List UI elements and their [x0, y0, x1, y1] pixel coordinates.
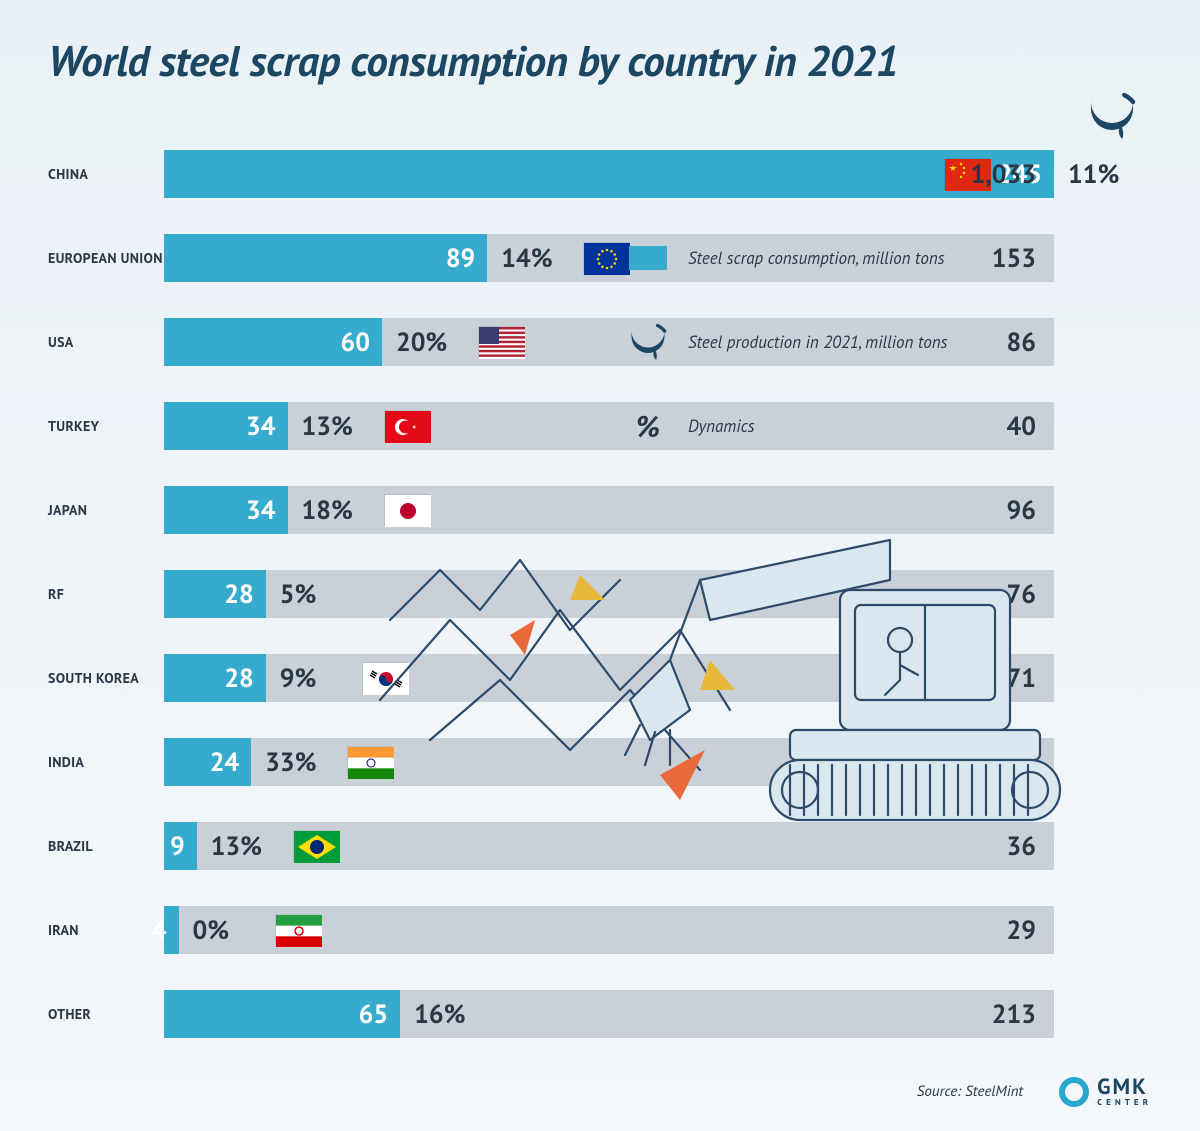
bar-row: CHINA24511%1,033: [48, 150, 1152, 198]
country-label: INDIA: [48, 738, 164, 786]
legend-row-dynamics: % Dynamics: [620, 402, 947, 450]
bar-row: IRAN40%29: [48, 906, 1152, 954]
bar-consumption: 9: [164, 822, 197, 870]
country-label: JAPAN: [48, 486, 164, 534]
consumption-value: 34: [246, 410, 275, 443]
production-value: 96: [954, 486, 1054, 534]
bar-chart: CHINA24511%1,033EUROPEAN UNION8914%153US…: [48, 150, 1152, 1074]
bar-row: TURKEY 34 13% 40: [48, 402, 1152, 450]
dynamics-value: 33%: [251, 738, 330, 786]
production-value: 40: [954, 402, 1054, 450]
country-label: BRAZIL: [48, 822, 164, 870]
dynamics-value: 16%: [400, 990, 479, 1038]
legend-swatch-icon: [620, 246, 676, 270]
bar-consumption: 89: [164, 234, 487, 282]
bar-consumption: 28: [164, 570, 266, 618]
dynamics-value: 14%: [487, 234, 566, 282]
legend-row-consumption: Steel scrap consumption, million tons: [620, 234, 947, 282]
gmk-logo: GMK CENTER: [1059, 1076, 1152, 1107]
bar-consumption: 34: [164, 402, 288, 450]
bar-consumption: 60: [164, 318, 382, 366]
flag-icon: [362, 662, 408, 694]
country-label: OTHER: [48, 990, 164, 1038]
consumption-value: 28: [224, 662, 253, 695]
bar-track: 9 13% 36: [164, 822, 1054, 870]
bar-consumption: 65: [164, 990, 400, 1038]
bar-track: 65 16% 213: [164, 990, 1054, 1038]
production-value: 86: [954, 318, 1054, 366]
production-value: 118: [954, 738, 1054, 786]
chart-title: World steel scrap consumption by country…: [0, 0, 1200, 98]
country-label: USA: [48, 318, 164, 366]
country-label: SOUTH KOREA: [48, 654, 164, 702]
bar-row: BRAZIL9 13% 36: [48, 822, 1152, 870]
production-value: 36: [954, 822, 1054, 870]
bar-row: EUROPEAN UNION 89 14% 153: [48, 234, 1152, 282]
bar-track: 28 5% 76: [164, 570, 1054, 618]
ladle-icon: [620, 320, 676, 364]
dynamics-value: 13%: [288, 402, 367, 450]
legend: Steel scrap consumption, million tons St…: [620, 234, 947, 486]
country-label: EUROPEAN UNION: [48, 234, 164, 282]
legend-text: Dynamics: [688, 415, 755, 437]
bar-consumption: 245: [164, 150, 1054, 198]
consumption-value: 28: [224, 578, 253, 611]
dynamics-value: 0%: [179, 906, 244, 954]
bar-row: INDIA 24 33% 118: [48, 738, 1152, 786]
country-label: IRAN: [48, 906, 164, 954]
dynamics-value: 5%: [266, 570, 331, 618]
bar-track: 24 33% 118: [164, 738, 1054, 786]
country-label: RF: [48, 570, 164, 618]
legend-text: Steel production in 2021, million tons: [688, 331, 947, 353]
bar-consumption: 34: [164, 486, 288, 534]
ladle-icon: [1084, 88, 1140, 144]
dynamics-value: 18%: [288, 486, 367, 534]
bar-track: 40% 29: [164, 906, 1054, 954]
consumption-value: 24: [210, 746, 239, 779]
flag-icon: [275, 914, 321, 946]
consumption-value: 4: [152, 914, 167, 947]
flag-icon: [347, 746, 393, 778]
production-value: 213: [954, 990, 1054, 1038]
production-value: 71: [954, 654, 1054, 702]
source-text: Source: SteelMint: [917, 1082, 1023, 1101]
dynamics-value: 11%: [1054, 150, 1133, 198]
country-label: CHINA: [48, 150, 164, 198]
country-label: TURKEY: [48, 402, 164, 450]
flag-icon: [293, 830, 339, 862]
production-value: 29: [954, 906, 1054, 954]
consumption-value: 34: [246, 494, 275, 527]
bar-consumption: 24: [164, 738, 251, 786]
bar-consumption: 28: [164, 654, 266, 702]
bar-row: USA 60 20% 86: [48, 318, 1152, 366]
bar-consumption: 4: [164, 906, 179, 954]
logo-text: GMK CENTER: [1097, 1076, 1152, 1107]
consumption-value: 60: [340, 326, 369, 359]
bar-track: 24511%1,033: [164, 150, 1054, 198]
logo-ring-icon: [1059, 1077, 1089, 1107]
consumption-value: 65: [359, 998, 388, 1031]
dynamics-value: 13%: [197, 822, 276, 870]
percent-icon: %: [620, 407, 676, 446]
bar-track: 28 9% 71: [164, 654, 1054, 702]
legend-text: Steel scrap consumption, million tons: [688, 247, 944, 269]
dynamics-value: 9%: [266, 654, 331, 702]
production-value: 76: [954, 570, 1054, 618]
production-value: 1,033: [954, 150, 1054, 198]
legend-row-production: Steel production in 2021, million tons: [620, 318, 947, 366]
bar-row: JAPAN 34 18% 96: [48, 486, 1152, 534]
consumption-value: 9: [170, 830, 185, 863]
bar-row: OTHER 65 16% 213: [48, 990, 1152, 1038]
bar-row: RF 28 5% 76: [48, 570, 1152, 618]
bar-track: 34 18% 96: [164, 486, 1054, 534]
flag-icon: [478, 326, 524, 358]
consumption-value: 89: [446, 242, 475, 275]
production-value: 153: [954, 234, 1054, 282]
flag-icon: [384, 410, 430, 442]
bar-row: SOUTH KOREA 28 9% 71: [48, 654, 1152, 702]
dynamics-value: 20%: [382, 318, 461, 366]
footer: Source: SteelMint GMK CENTER: [48, 1076, 1152, 1107]
flag-icon: [384, 494, 430, 526]
